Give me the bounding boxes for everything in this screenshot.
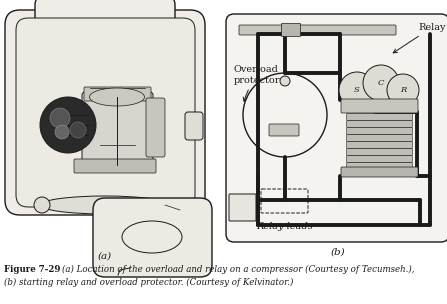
Circle shape	[34, 197, 50, 213]
Circle shape	[280, 76, 290, 86]
FancyBboxPatch shape	[341, 99, 418, 113]
FancyBboxPatch shape	[347, 128, 412, 134]
FancyBboxPatch shape	[185, 112, 203, 140]
Text: (a) Location of the overload and relay on a compressor (Courtesy of Tecumseh.),: (a) Location of the overload and relay o…	[62, 265, 414, 274]
Text: Relay leads: Relay leads	[257, 222, 313, 231]
Circle shape	[40, 97, 96, 153]
Ellipse shape	[40, 196, 170, 214]
Circle shape	[50, 108, 70, 128]
Text: C: C	[378, 79, 384, 87]
FancyBboxPatch shape	[229, 194, 256, 221]
FancyBboxPatch shape	[84, 87, 151, 101]
FancyBboxPatch shape	[74, 159, 156, 173]
FancyBboxPatch shape	[347, 156, 412, 162]
FancyBboxPatch shape	[5, 10, 205, 215]
Text: (b) starting relay and overload protector. (Courtesy of Kelvinator.): (b) starting relay and overload protecto…	[4, 278, 293, 287]
FancyBboxPatch shape	[239, 25, 396, 35]
Circle shape	[339, 72, 375, 108]
Circle shape	[55, 125, 69, 139]
FancyBboxPatch shape	[269, 124, 299, 136]
Text: Relay: Relay	[393, 23, 446, 53]
Text: R: R	[400, 86, 406, 94]
Circle shape	[387, 74, 419, 106]
FancyBboxPatch shape	[347, 163, 412, 169]
Text: (a): (a)	[98, 252, 112, 261]
Text: Overload
protector: Overload protector	[234, 65, 281, 101]
FancyBboxPatch shape	[35, 0, 175, 50]
Circle shape	[363, 65, 399, 101]
FancyBboxPatch shape	[226, 14, 447, 242]
FancyBboxPatch shape	[341, 167, 418, 177]
FancyBboxPatch shape	[16, 18, 195, 207]
FancyBboxPatch shape	[347, 135, 412, 141]
Text: S: S	[354, 86, 360, 94]
Text: (b): (b)	[331, 248, 346, 257]
Circle shape	[70, 122, 86, 138]
FancyBboxPatch shape	[282, 23, 300, 36]
Text: Figure 7-29: Figure 7-29	[4, 265, 60, 274]
FancyBboxPatch shape	[82, 92, 153, 168]
Ellipse shape	[89, 88, 144, 106]
FancyBboxPatch shape	[347, 114, 412, 120]
FancyBboxPatch shape	[93, 198, 212, 277]
FancyBboxPatch shape	[146, 98, 165, 157]
FancyBboxPatch shape	[347, 149, 412, 155]
FancyBboxPatch shape	[347, 142, 412, 148]
FancyBboxPatch shape	[347, 121, 412, 127]
